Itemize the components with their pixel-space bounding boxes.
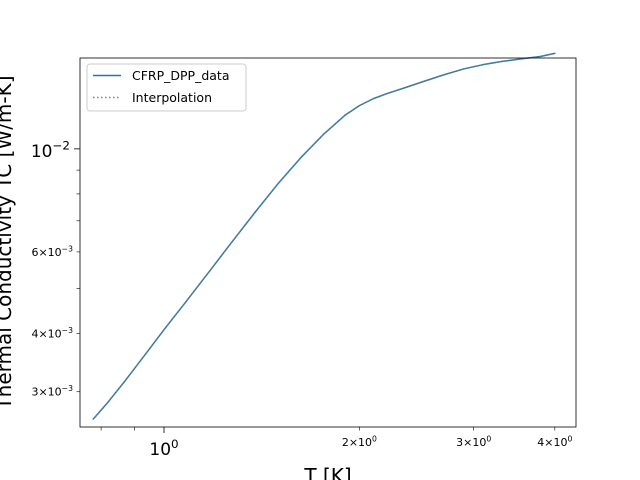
y-minor-tick-label-0: 3×10−3 [31,384,73,399]
y-minor-tick-label-0-base: 10 [48,386,62,399]
x-major-tick-label-0: 100 [149,437,178,460]
y-minor-tick-label-2-base: 10 [48,246,62,259]
legend-label-cfrp: CFRP_DPP_data [132,68,230,83]
x-minor-tick-label-1-mantissa: 3 [456,436,463,449]
y-minor-tick-label-0-mantissa: 3 [31,386,38,399]
series-line-1 [92,52,556,420]
y-minor-tick-label-1-times: × [38,328,47,341]
x-minor-tick-label-2-exponent: 0 [567,434,572,443]
y-minor-tick-label-1-base: 10 [48,328,62,341]
x-axis-label: T [K] [303,464,351,480]
x-minor-tick-label-0-base: 10 [358,436,372,449]
x-minor-tick-label-2-base: 10 [553,436,567,449]
x-minor-tick-label-0-mantissa: 2 [342,436,349,449]
plot-area [80,58,576,427]
y-major-tick-label-0: 10−2 [31,139,70,162]
x-major-tick-label-0-exponent: 0 [171,437,179,451]
series-layer [92,52,556,420]
y-minor-tick-label-1: 4×10−3 [31,326,73,341]
y-major-tick-label-0-exponent: −2 [52,139,70,153]
legend: CFRP_DPP_data Interpolation [86,63,247,112]
x-major-tick-label-0-base: 10 [149,440,171,460]
x-minor-tick-label-2-times: × [544,436,553,449]
x-axis-ticks: 100 2×100 3×100 4×100 [100,427,572,460]
y-minor-tick-label-1-exponent: −3 [62,326,73,335]
x-minor-tick-label-0-exponent: 0 [372,434,377,443]
x-minor-tick-label-0-times: × [349,436,358,449]
y-minor-tick-label-2: 6×10−3 [31,244,73,259]
x-minor-tick-label-1-base: 10 [472,436,486,449]
y-minor-tick-label-2-mantissa: 6 [31,246,38,259]
y-minor-tick-label-1-mantissa: 4 [31,328,38,341]
y-minor-tick-label-0-exponent: −3 [62,384,73,393]
x-minor-tick-label-0: 2×100 [342,434,377,449]
plot-frame [79,57,577,428]
legend-label-interpolation: Interpolation [132,90,212,105]
y-axis-label: Thermal Conductivity TC [W/m-K] [0,75,16,410]
x-minor-tick-label-1-exponent: 0 [486,434,491,443]
x-minor-tick-label-2: 4×100 [537,434,572,449]
y-axis-ticks: 10−23×10−34×10−36×10−3 [31,139,80,399]
y-major-tick-label-0-base: 10 [31,142,53,162]
y-minor-tick-label-2-exponent: −3 [62,244,73,253]
legend-box [86,63,247,112]
y-minor-tick-label-2-times: × [38,246,47,259]
y-minor-tick-label-0-times: × [38,386,47,399]
x-minor-tick-label-1: 3×100 [456,434,491,449]
x-minor-tick-label-2-mantissa: 4 [537,436,544,449]
x-minor-tick-label-1-times: × [463,436,472,449]
